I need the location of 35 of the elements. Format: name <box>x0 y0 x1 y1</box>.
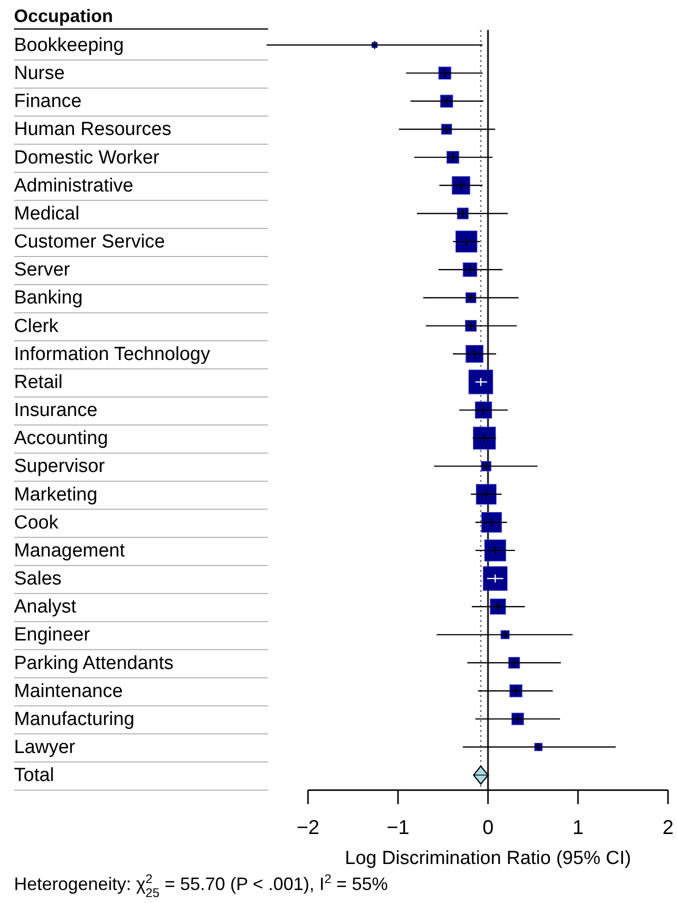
y-tick-label: Marketing <box>14 484 98 506</box>
y-tick-label: Total <box>14 765 54 786</box>
y-tick-label: Clerk <box>14 316 59 337</box>
y-axis-title: Occupation <box>14 6 114 26</box>
y-tick-label: Medical <box>14 203 80 224</box>
y-tick-label: Maintenance <box>14 680 123 702</box>
y-tick-label: Retail <box>14 372 63 393</box>
x-tick-label: 0 <box>482 817 494 840</box>
y-tick-label: Nurse <box>14 63 65 84</box>
y-tick-label: Parking Attendants <box>14 652 174 674</box>
y-tick-label: Banking <box>14 288 83 309</box>
y-tick-label: Management <box>14 540 126 562</box>
y-tick-label: Sales <box>14 568 62 590</box>
x-tick-label: 2 <box>662 817 674 840</box>
y-tick-label: Human Resources <box>14 119 172 140</box>
y-tick-label: Manufacturing <box>14 708 134 730</box>
y-tick-label: Engineer <box>14 624 91 646</box>
y-tick-label: Accounting <box>14 428 108 450</box>
y-tick-label: Lawyer <box>14 737 76 758</box>
y-tick-label: Bookkeeping <box>14 35 124 56</box>
y-tick-label: Finance <box>14 91 82 112</box>
x-tick-label: −1 <box>386 817 410 840</box>
y-tick-label: Administrative <box>14 175 134 196</box>
y-tick-label: Supervisor <box>14 456 106 478</box>
y-tick-label: Analyst <box>14 596 78 618</box>
y-tick-label: Domestic Worker <box>14 147 160 168</box>
y-tick-label: Cook <box>14 512 59 534</box>
x-axis-title: Log Discrimination Ratio (95% CI) <box>344 848 632 870</box>
y-tick-label: Customer Service <box>14 232 165 253</box>
y-tick-label: Information Technology <box>14 344 211 365</box>
x-tick-label: −2 <box>296 817 320 840</box>
y-tick-label: Server <box>14 260 71 281</box>
x-tick-label: 1 <box>572 817 584 840</box>
y-tick-label: Insurance <box>14 400 98 422</box>
text: Heterogeneity: χ$^{2}$$_{25}$ = 55.70 (P < .001), I$^{2}$ = 55% <box>14 872 388 900</box>
